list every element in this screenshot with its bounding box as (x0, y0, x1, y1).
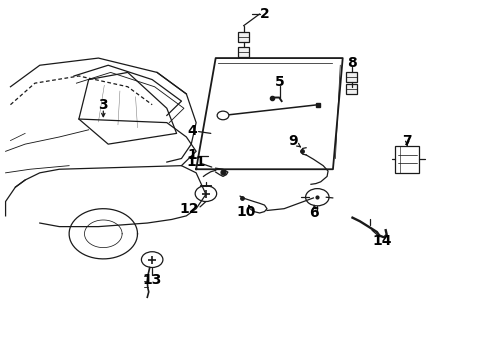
Text: 14: 14 (372, 234, 392, 248)
Text: 3: 3 (98, 98, 108, 112)
Circle shape (142, 252, 163, 267)
Text: 1: 1 (187, 148, 197, 162)
FancyBboxPatch shape (346, 72, 357, 82)
FancyBboxPatch shape (238, 47, 249, 57)
Circle shape (217, 111, 229, 120)
Text: 9: 9 (288, 134, 298, 148)
Text: 7: 7 (402, 134, 412, 148)
Text: 6: 6 (310, 206, 319, 220)
Text: 11: 11 (186, 155, 206, 169)
Text: 5: 5 (275, 76, 285, 89)
Text: 10: 10 (237, 205, 256, 219)
FancyBboxPatch shape (238, 32, 249, 41)
Text: 4: 4 (188, 123, 197, 138)
Circle shape (195, 186, 217, 202)
FancyBboxPatch shape (346, 84, 357, 94)
Circle shape (306, 189, 329, 206)
FancyBboxPatch shape (395, 146, 419, 173)
Text: 8: 8 (346, 56, 356, 70)
Text: 13: 13 (143, 273, 162, 287)
Text: 2: 2 (260, 7, 270, 21)
Text: 12: 12 (179, 202, 198, 216)
